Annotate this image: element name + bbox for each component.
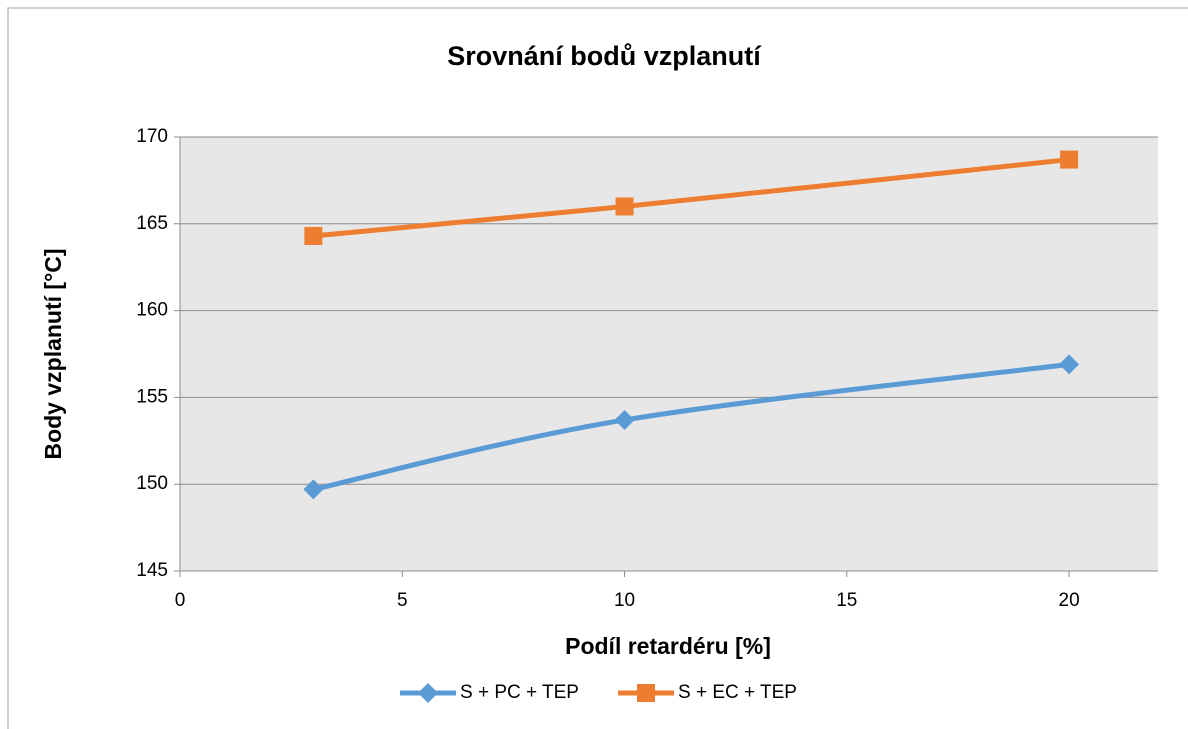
x-tick-label: 15 <box>836 590 857 611</box>
data-point <box>1060 150 1079 169</box>
y-tick-label: 170 <box>136 126 168 147</box>
y-axis-label: Body vzplanutí [°C] <box>40 248 66 459</box>
series-line <box>313 157 1070 239</box>
y-tick-label: 145 <box>136 560 168 581</box>
plot-area <box>180 137 1158 571</box>
data-point <box>614 409 635 430</box>
y-tick-label: 155 <box>136 386 168 407</box>
data-point <box>615 197 634 216</box>
legend-marker <box>418 683 438 703</box>
x-axis-label: Podíl retardéru [%] <box>565 633 771 659</box>
x-tick-label: 5 <box>397 590 408 611</box>
y-tick-label: 150 <box>136 473 168 494</box>
x-tick-label: 10 <box>614 590 635 611</box>
legend-marker <box>637 684 655 702</box>
data-point <box>304 226 323 245</box>
data-point <box>1059 354 1080 375</box>
x-tick-label: 0 <box>175 590 186 611</box>
series-line <box>312 361 1070 492</box>
y-tick-label: 160 <box>136 300 168 321</box>
legend-label: S + EC + TEP <box>678 682 797 703</box>
data-point <box>303 479 324 500</box>
x-tick-label: 20 <box>1059 590 1080 611</box>
legend-label: S + PC + TEP <box>460 682 579 703</box>
chart-title: Srovnání bodů vzplanutí <box>447 41 762 71</box>
y-tick-label: 165 <box>136 213 168 234</box>
chart-frame <box>7 7 1188 729</box>
